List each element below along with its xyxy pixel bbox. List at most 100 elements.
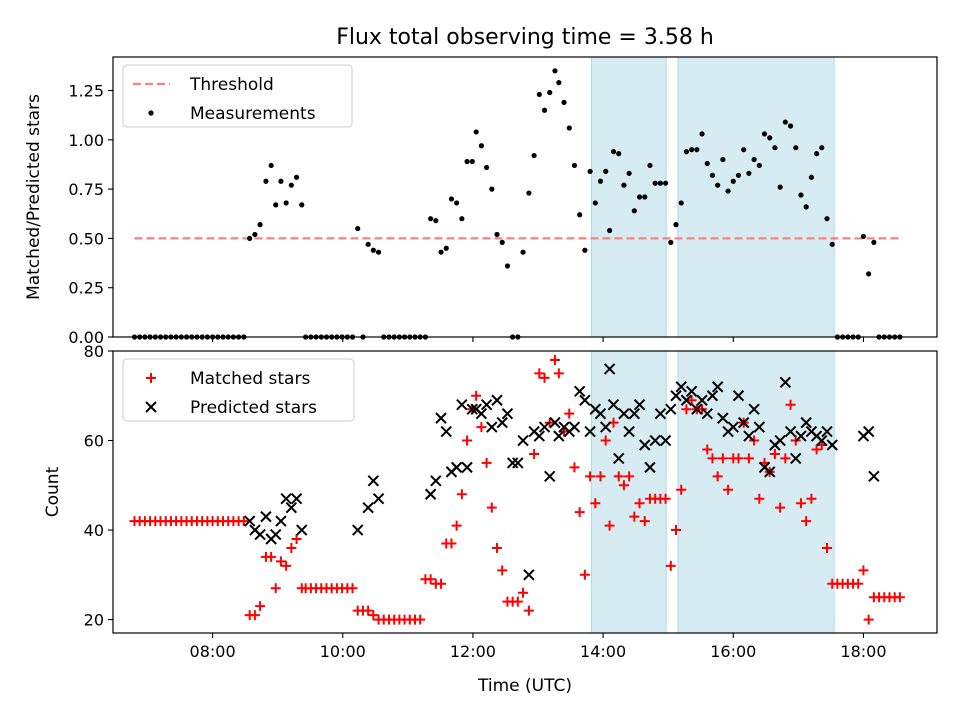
matched-point xyxy=(539,372,550,383)
matched-point xyxy=(863,614,874,625)
measurement-point xyxy=(489,186,495,192)
bottom-panel: 20 40 60 80 08:00 10:00 12:00 14:00 16:00 18:00 Co… xyxy=(43,342,938,661)
measurement-point xyxy=(469,158,475,165)
matched-point xyxy=(660,493,671,504)
predicted-point xyxy=(639,439,651,451)
predicted-point xyxy=(821,425,833,438)
matched-point xyxy=(723,484,734,495)
y-tick-label: 0.75 xyxy=(68,180,104,199)
predicted-point xyxy=(633,399,646,411)
x-tick-label: 10:00 xyxy=(320,642,366,661)
legend-label: Matched stars xyxy=(190,369,310,389)
measurement-point xyxy=(263,178,269,184)
predicted-point xyxy=(800,416,812,429)
predicted-point xyxy=(790,452,802,465)
measurement-point xyxy=(571,162,578,169)
measurement-point xyxy=(587,168,593,174)
predicted-point xyxy=(579,394,591,406)
matched-point xyxy=(585,471,596,482)
measurement-point xyxy=(473,129,479,135)
measurement-point xyxy=(657,180,663,186)
matched-point xyxy=(291,534,302,544)
x-tick-label: 12:00 xyxy=(450,642,496,661)
measurement-point xyxy=(662,180,669,186)
series-matched-stars xyxy=(129,354,905,625)
matched-point xyxy=(712,471,723,482)
predicted-point xyxy=(665,403,677,415)
measurement-point xyxy=(808,174,814,180)
measurement-point xyxy=(683,149,690,155)
measurement-point xyxy=(299,202,305,208)
predicted-point xyxy=(523,569,535,581)
matched-point xyxy=(436,578,447,589)
y-tick-label: 0.50 xyxy=(68,229,104,248)
predicted-point xyxy=(743,430,755,442)
measurement-point xyxy=(268,162,274,169)
measurement-point xyxy=(668,239,674,245)
measurement-point xyxy=(252,231,258,238)
measurement-point xyxy=(715,182,721,188)
predicted-point xyxy=(367,475,380,487)
matched-point xyxy=(534,368,545,379)
measurement-point xyxy=(631,208,637,214)
matched-point xyxy=(733,453,744,464)
measurement-point xyxy=(689,147,695,153)
predicted-point xyxy=(285,501,298,514)
predicted-point xyxy=(450,461,463,474)
matched-point xyxy=(853,578,864,589)
measurement-point xyxy=(443,245,449,251)
measurement-point xyxy=(673,222,679,228)
predicted-point xyxy=(603,363,616,375)
legend: Matched stars Predicted stars xyxy=(122,358,355,422)
measurement-point xyxy=(370,247,376,253)
measurement-point xyxy=(278,178,284,184)
matched-point xyxy=(785,399,796,410)
measurement-point xyxy=(561,99,567,105)
predicted-point xyxy=(654,407,667,420)
predicted-point xyxy=(440,425,452,438)
matched-point xyxy=(553,368,564,379)
matched-point xyxy=(529,448,540,459)
matched-point xyxy=(639,516,650,527)
measurement-point xyxy=(860,233,867,240)
matched-point xyxy=(858,565,869,576)
measurement-point xyxy=(459,216,465,222)
x-tick-label: 16:00 xyxy=(710,642,756,661)
matched-point xyxy=(564,408,575,419)
measurement-point xyxy=(798,192,804,198)
measurement-point xyxy=(355,225,361,232)
y-tick-label: 80 xyxy=(84,342,104,361)
predicted-point xyxy=(826,439,838,451)
axes-frame xyxy=(112,56,938,338)
measurement-point xyxy=(566,125,572,131)
y-tick-label: 40 xyxy=(84,521,104,540)
matched-point xyxy=(363,605,374,616)
predicted-point xyxy=(275,515,287,527)
matched-point xyxy=(702,444,713,455)
predicted-point xyxy=(290,493,303,505)
measurement-point xyxy=(288,182,294,188)
legend-label: Predicted stars xyxy=(190,398,317,418)
matched-point xyxy=(822,542,833,553)
measurement-point xyxy=(803,204,809,210)
predicted-point xyxy=(466,403,478,415)
y-axis-label: Matched/Predicted stars xyxy=(24,94,44,300)
predicted-point xyxy=(553,430,565,442)
matched-point xyxy=(600,435,611,446)
highlight-span xyxy=(677,350,835,634)
measurement-point xyxy=(520,249,526,255)
predicted-point xyxy=(533,430,546,442)
measurement-point xyxy=(536,91,542,98)
matched-point xyxy=(415,614,426,625)
predicted-point xyxy=(696,394,708,406)
legend-box xyxy=(122,358,355,422)
axes-frame xyxy=(112,350,938,634)
predicted-point xyxy=(538,421,551,433)
matched-point xyxy=(549,354,560,365)
matched-point xyxy=(425,574,436,585)
legend-matched-marker xyxy=(146,373,156,383)
predicted-point xyxy=(372,493,385,505)
predicted-point xyxy=(435,412,447,424)
matched-point xyxy=(523,605,534,616)
